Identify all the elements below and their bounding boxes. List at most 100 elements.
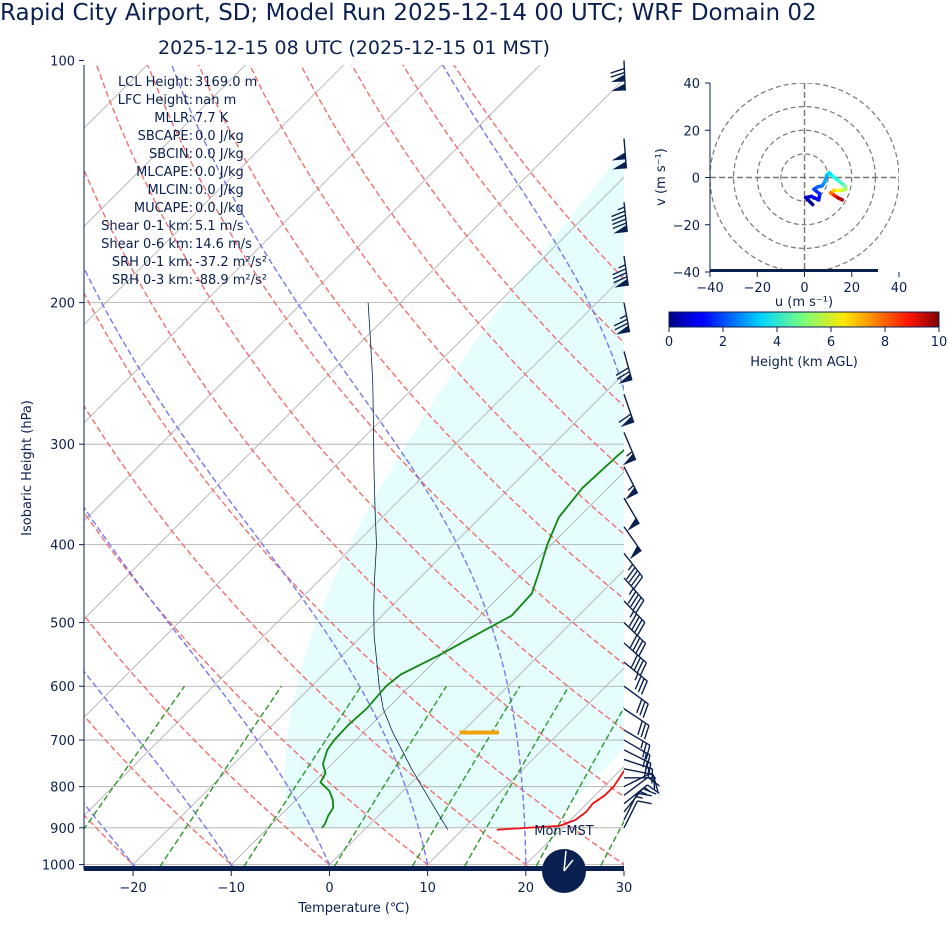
y-tick-label: 200 xyxy=(50,297,75,312)
y-tick-label: 300 xyxy=(50,438,75,453)
dry-adiabat xyxy=(84,168,624,798)
hodograph-trace xyxy=(803,171,848,207)
isotherm-line xyxy=(84,65,443,424)
hodo-x-tick-label: −40 xyxy=(696,281,723,296)
stat-value: 14.6 m/s xyxy=(195,237,252,252)
wind-barb xyxy=(623,685,649,718)
hodo-x-tick-label: −20 xyxy=(744,281,771,296)
isotherm-line xyxy=(84,65,345,326)
isotherm-line xyxy=(84,65,541,522)
colorbar-tick-label: 4 xyxy=(773,335,781,350)
stat-value: 0.0 J/kg xyxy=(195,147,244,162)
wind-barb xyxy=(613,302,631,335)
hodograph-ticks: −40 −20 0 20 40 −40 −20 0 20 40 xyxy=(673,77,908,296)
wind-barb xyxy=(623,772,657,788)
temperature-line xyxy=(496,769,624,831)
stat-label: Shear 0-1 km: xyxy=(101,219,193,234)
isotherms xyxy=(84,61,948,882)
wind-barbs xyxy=(610,60,661,829)
hodo-y-tick-label: −40 xyxy=(673,266,700,281)
hodo-x-tick-label: 20 xyxy=(843,281,860,296)
stat-label: LCL Height: xyxy=(118,75,193,90)
mixing-ratio-line xyxy=(240,685,362,870)
stat-value: nan m xyxy=(195,93,236,108)
stat-value: 0.0 J/kg xyxy=(195,165,244,180)
y-axis-label: Isobaric Height (hPa) xyxy=(20,400,35,536)
mixing-ratio-line xyxy=(84,685,186,831)
y-axis-ticks: 100 200 300 400 500 600 700 800 900 1000 xyxy=(42,55,84,874)
colorbar xyxy=(668,311,940,328)
x-axis-label: Temperature (℃) xyxy=(297,901,409,916)
wind-barb xyxy=(618,393,635,428)
mixing-ratio-line xyxy=(461,685,570,870)
wind-barb xyxy=(623,661,648,695)
wind-barb xyxy=(623,792,652,821)
isotherm-line xyxy=(84,65,246,227)
x-tick-label: 20 xyxy=(518,881,535,896)
wind-barb xyxy=(611,202,628,234)
isotherm-line xyxy=(84,274,624,817)
wind-barb xyxy=(623,466,639,500)
y-tick-label: 100 xyxy=(50,55,75,70)
stat-label: MLLR: xyxy=(154,111,193,126)
dry-adiabat xyxy=(84,814,140,870)
wind-barb xyxy=(623,497,640,531)
wind-barb xyxy=(623,729,651,760)
hodo-y-tick-label: 40 xyxy=(683,77,700,92)
moist-adiabats xyxy=(84,65,624,870)
chart-title: Rapid City Airport, SD; Model Run 2025-1… xyxy=(0,0,817,26)
mixing-ratio-line xyxy=(409,685,521,870)
hodo-segment xyxy=(835,195,845,202)
x-tick-label: −20 xyxy=(119,881,146,896)
wind-barb xyxy=(623,600,646,636)
wind-barb xyxy=(622,432,637,466)
wind-barb xyxy=(623,708,650,740)
mixing-ratio-line xyxy=(156,685,283,870)
y-tick-label: 400 xyxy=(50,539,75,554)
wind-barb xyxy=(623,642,648,677)
wind-barb xyxy=(612,255,629,288)
wind-barb xyxy=(610,60,626,92)
y-tick-label: 500 xyxy=(50,617,75,632)
cape-shade xyxy=(284,151,624,828)
stat-value: -88.9 m²/s² xyxy=(195,273,267,288)
colorbar-ticks: 0 2 4 6 8 10 xyxy=(665,327,947,350)
stat-value: 0.0 J/kg xyxy=(195,183,244,198)
moist-adiabat xyxy=(170,65,527,870)
isotherm-line xyxy=(705,61,948,882)
hodo-x-label: u (m s⁻¹) xyxy=(775,295,833,310)
moist-adiabat xyxy=(84,670,236,870)
stat-label: SRH 0-3 km: xyxy=(112,273,193,288)
dry-adiabat xyxy=(95,65,624,731)
wind-barb xyxy=(623,776,661,796)
mixing-ratio-line xyxy=(597,820,624,870)
hodo-y-tick-label: 0 xyxy=(692,172,700,187)
bottom-axis-bar xyxy=(84,866,624,871)
wind-barb xyxy=(623,622,647,657)
hodo-y-tick-label: 20 xyxy=(683,124,700,139)
stat-label: MLCAPE: xyxy=(136,165,193,180)
dewpoint-line xyxy=(319,449,624,829)
wind-barb xyxy=(623,577,645,614)
hodo-y-label: v (m s⁻¹) xyxy=(654,148,669,206)
stat-value: 3169.0 m xyxy=(195,75,257,90)
y-tick-label: 700 xyxy=(50,734,75,749)
colorbar-tick-label: 2 xyxy=(719,335,727,350)
colorbar-tick-label: 0 xyxy=(665,335,673,350)
y-tick-label: 800 xyxy=(50,781,75,796)
y-tick-label: 1000 xyxy=(42,859,75,874)
y-tick-label: 900 xyxy=(50,822,75,837)
dry-adiabat xyxy=(84,511,436,870)
mixing-ratio-lines xyxy=(84,685,624,870)
wind-barb xyxy=(623,526,642,560)
x-tick-label: −10 xyxy=(218,881,245,896)
colorbar-label: Height (km AGL) xyxy=(750,355,858,370)
hodo-x-tick-label: 0 xyxy=(800,281,808,296)
wind-barb xyxy=(611,138,628,170)
wind-barb xyxy=(623,800,652,829)
colorbar-tick-label: 6 xyxy=(827,335,835,350)
y-tick-label: 600 xyxy=(50,680,75,695)
stat-value: 5.1 m/s xyxy=(195,219,244,234)
colorbar-tick-label: 10 xyxy=(931,335,948,350)
